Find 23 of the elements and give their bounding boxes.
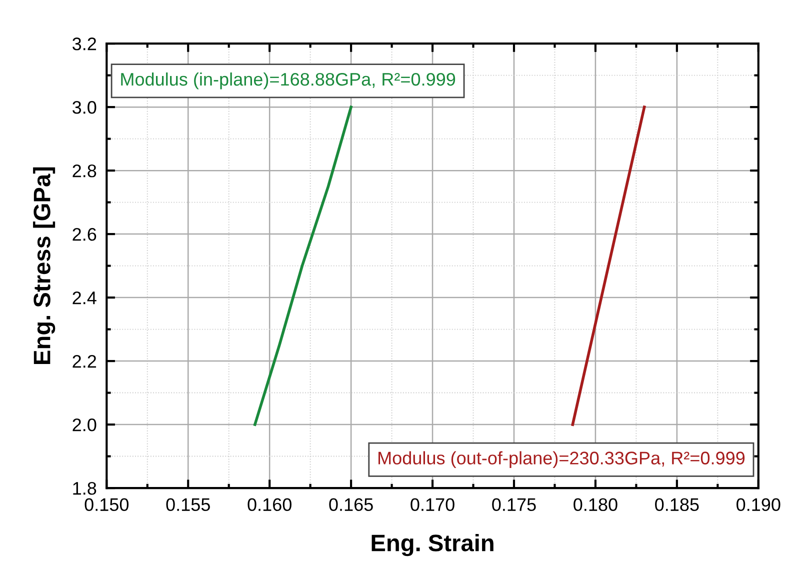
y-tick-label: 2.6: [72, 228, 96, 241]
x-tick-label: 0.175: [492, 498, 536, 512]
y-tick-label: 2.0: [72, 418, 96, 432]
y-tick-label: 2.2: [72, 354, 96, 368]
y-tick-label: 2.8: [72, 164, 96, 178]
annotation: Modulus (out-of-plane)=230.33GPa, R²=0.999: [378, 451, 745, 468]
x-tick-label: 0.165: [329, 498, 373, 512]
y-tick-label: 3.2: [72, 38, 96, 50]
x-tick-label: 0.150: [84, 498, 129, 512]
y-tick-label: 1.8: [73, 482, 96, 495]
x-tick-label: 0.160: [248, 498, 292, 512]
x-tick-label: 0.155: [166, 498, 210, 512]
y-tick-label: 2.4: [72, 291, 96, 304]
x-tick-label: 0.185: [655, 498, 699, 512]
x-tick-label: 0.170: [410, 498, 454, 512]
y-axis-title: Eng. Stress [GPa]: [33, 167, 56, 364]
line-series: [571, 106, 646, 426]
x-axis-title: Eng. Strain: [372, 534, 494, 556]
annotation: Modulus (in-plane)=168.88GPa, R²=0.999: [121, 72, 456, 90]
y-tick-label: 3.0: [72, 101, 96, 114]
line-series: [254, 106, 352, 426]
x-tick-label: 0.180: [574, 498, 618, 512]
x-tick-label: 0.190: [736, 498, 780, 512]
